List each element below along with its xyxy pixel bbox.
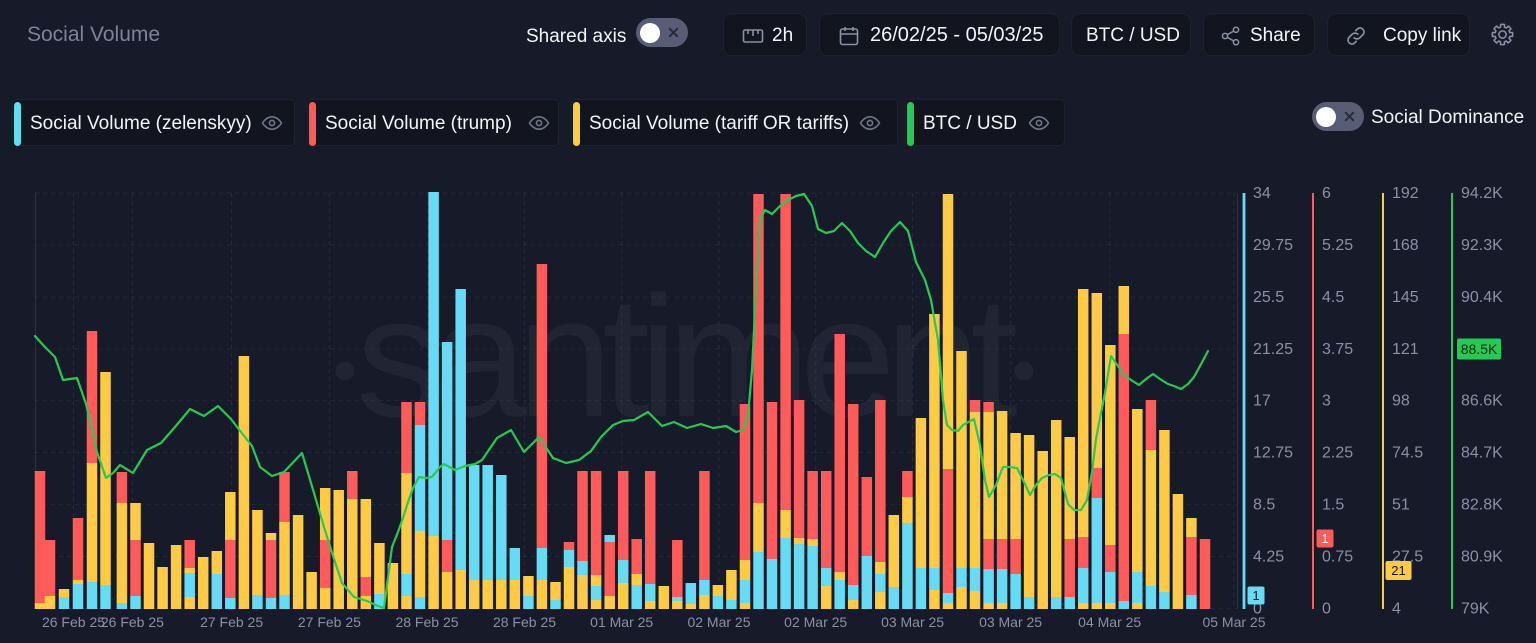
svg-text:92.3K: 92.3K [1461,237,1503,254]
svg-text:01 Mar 25: 01 Mar 25 [590,614,653,630]
svg-text:04 Mar 25: 04 Mar 25 [1078,614,1141,630]
svg-text:0: 0 [1253,601,1262,618]
svg-text:34: 34 [1253,185,1271,202]
svg-text:0.75: 0.75 [1322,549,1353,566]
svg-text:02 Mar 25: 02 Mar 25 [784,614,847,630]
svg-text:1: 1 [1321,531,1328,546]
svg-text:21.25: 21.25 [1253,341,1293,358]
svg-text:79K: 79K [1461,601,1490,618]
svg-text:28 Feb 25: 28 Feb 25 [493,614,556,630]
svg-text:17: 17 [1253,393,1271,410]
svg-text:51: 51 [1392,497,1410,514]
svg-text:192: 192 [1392,185,1419,202]
svg-text:3: 3 [1322,393,1331,410]
svg-text:145: 145 [1392,289,1419,306]
svg-text:1.5: 1.5 [1322,497,1344,514]
svg-text:27 Feb 25: 27 Feb 25 [298,614,361,630]
svg-text:4.25: 4.25 [1253,549,1284,566]
svg-text:4.5: 4.5 [1322,289,1344,306]
svg-text:98: 98 [1392,393,1410,410]
svg-text:26 Feb 25: 26 Feb 25 [101,614,164,630]
svg-text:84.7K: 84.7K [1461,445,1503,462]
svg-text:03 Mar 25: 03 Mar 25 [881,614,944,630]
svg-text:80.9K: 80.9K [1461,549,1503,566]
svg-text:4: 4 [1392,601,1401,618]
svg-text:25.5: 25.5 [1253,289,1284,306]
svg-text:86.6K: 86.6K [1461,393,1503,410]
svg-text:28 Feb 25: 28 Feb 25 [395,614,458,630]
svg-text:0: 0 [1322,601,1331,618]
svg-text:82.8K: 82.8K [1461,497,1503,514]
svg-text:90.4K: 90.4K [1461,289,1503,306]
svg-text:94.2K: 94.2K [1461,185,1503,202]
svg-text:27 Feb 25: 27 Feb 25 [200,614,263,630]
svg-text:12.75: 12.75 [1253,445,1293,462]
svg-text:29.75: 29.75 [1253,237,1293,254]
svg-text:3.75: 3.75 [1322,341,1353,358]
svg-text:88.5K: 88.5K [1461,341,1498,357]
svg-text:21: 21 [1391,563,1405,578]
svg-text:05 Mar 25: 05 Mar 25 [1202,614,1265,630]
svg-text:03 Mar 25: 03 Mar 25 [979,614,1042,630]
svg-text:1: 1 [1252,588,1259,603]
svg-text:02 Mar 25: 02 Mar 25 [687,614,750,630]
svg-text:8.5: 8.5 [1253,497,1275,514]
svg-text:121: 121 [1392,341,1419,358]
svg-text:74.5: 74.5 [1392,445,1423,462]
svg-text:168: 168 [1392,237,1419,254]
svg-text:6: 6 [1322,185,1331,202]
svg-text:2.25: 2.25 [1322,445,1353,462]
svg-text:26 Feb 25: 26 Feb 25 [42,614,105,630]
svg-text:5.25: 5.25 [1322,237,1353,254]
